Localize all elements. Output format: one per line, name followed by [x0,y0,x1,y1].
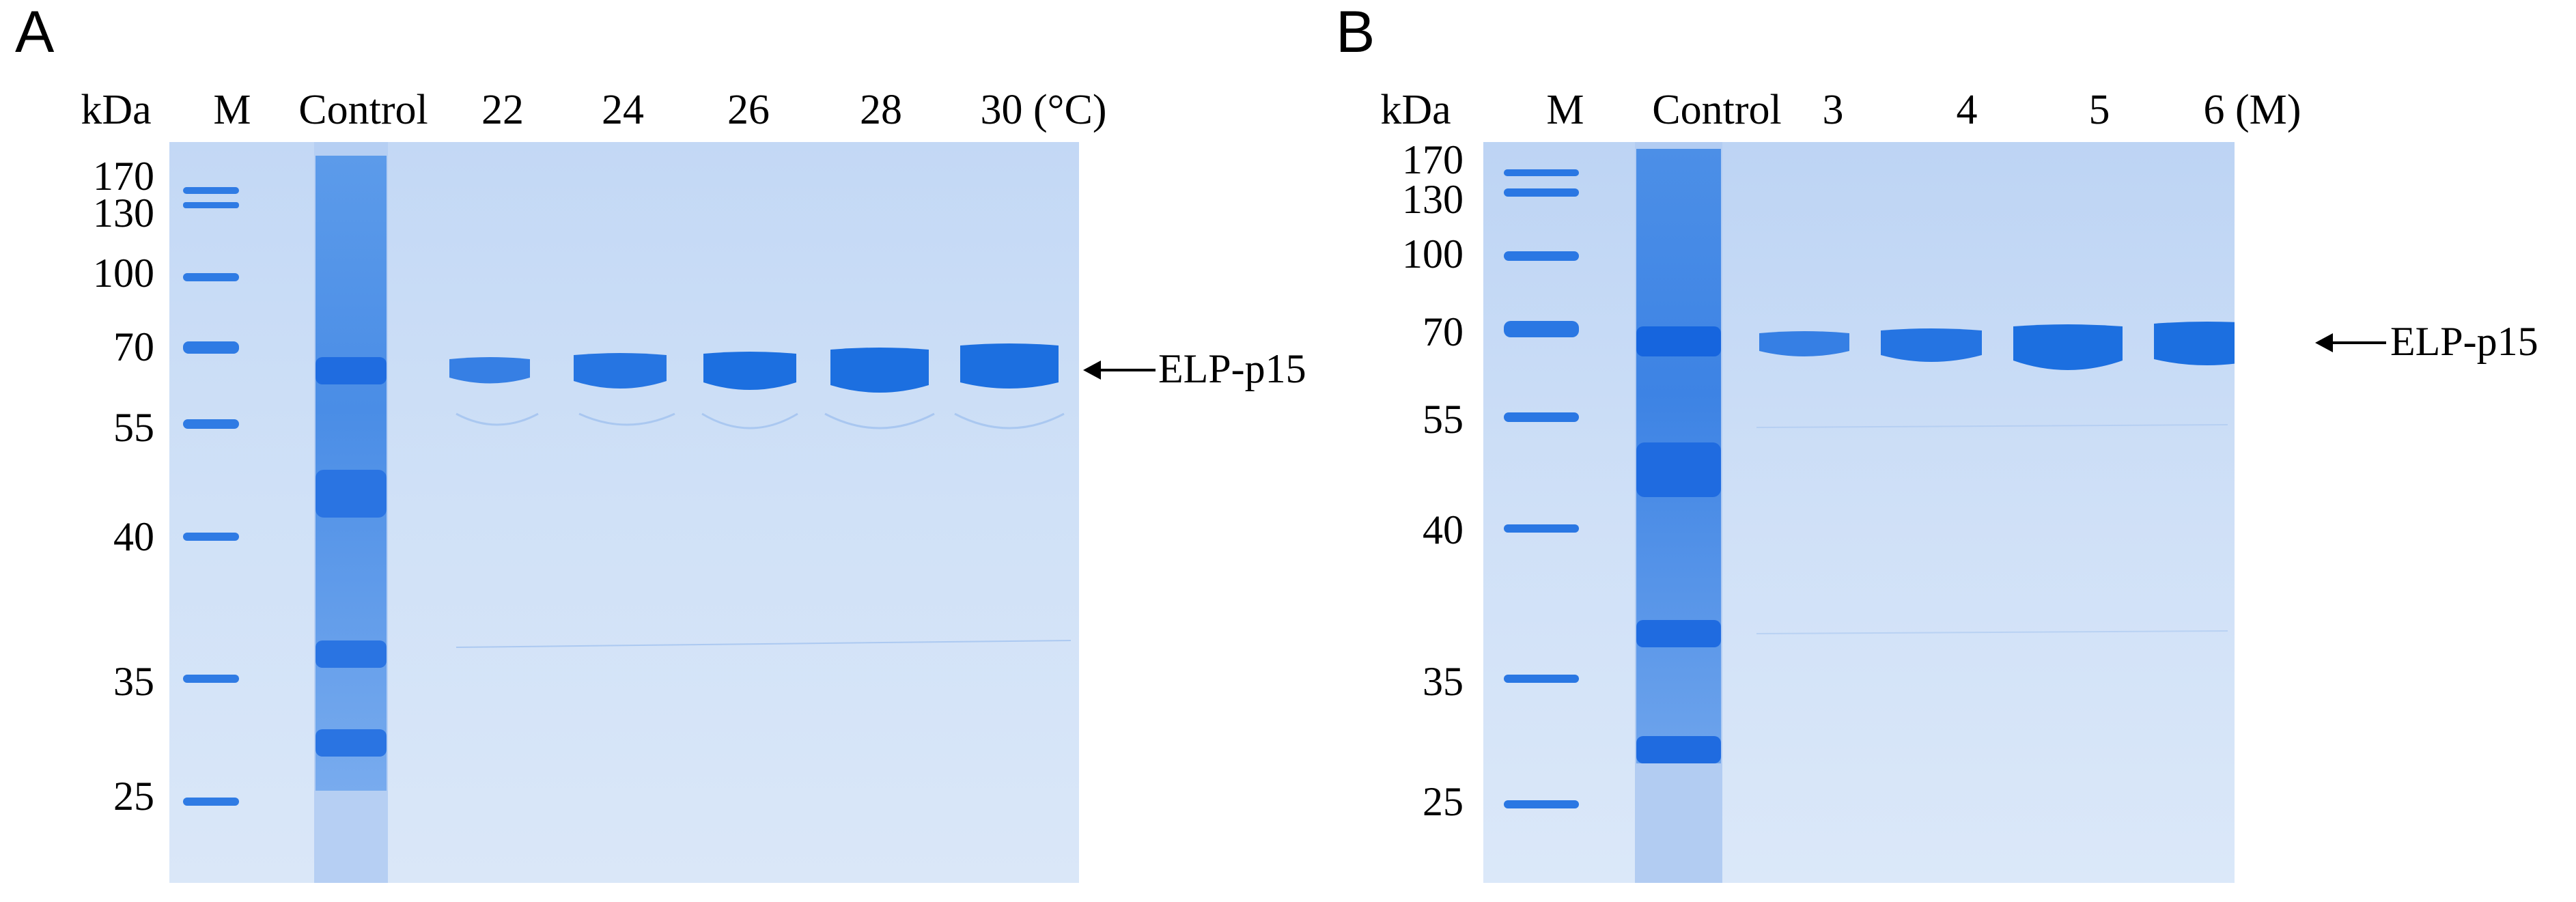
panel-b-marker-lane [1504,169,1579,808]
panel-b-lane-control: Control [1652,87,1782,133]
panel-b-lane-5: 5 [2088,87,2110,133]
panel-b-mw-100: 100 [1402,231,1464,277]
panel-a-kda-label: kDa [81,87,152,133]
panel-a-mw-70: 70 [113,324,154,369]
panel-b-arrow [2315,333,2386,352]
panel-b-lane-m: M [1546,87,1584,133]
panel-a-target-label: ELP-p15 [1158,346,1306,391]
panel-b-mw-130: 130 [1402,177,1464,222]
panel-b-lane-3: 3 [1822,87,1844,133]
panel-a-letter: A [15,0,55,65]
panel-b-control-lane [1635,142,1722,883]
panel-a-lane-24: 24 [602,87,644,133]
panel-b-lane-4: 4 [1956,87,1978,133]
panel-a-lane-m: M [213,87,251,133]
panel-a-target-bands [449,343,1059,393]
panel-b: B kDa M Control 3 4 5 6 (M) 170 130 100 … [1284,0,2576,902]
panel-b-mw-55: 55 [1423,397,1464,442]
panel-a-lane-30c: 30 (°C) [980,87,1107,133]
panel-b-mw-35: 35 [1423,659,1464,704]
panel-a-mw-170: 170 [93,154,154,199]
panel-b-faint-bands [1756,424,2228,634]
panel-a-marker-lane [183,187,239,806]
panel-a-arrow [1083,361,1156,380]
panel-a-mw-35: 35 [113,659,154,704]
panel-b-gel-image [1483,142,2235,883]
panel-b-target-bands [1759,322,2235,370]
panel-a-lane-26: 26 [727,87,770,133]
panel-b-target-label: ELP-p15 [2390,319,2538,364]
panel-a-gel-image [169,142,1079,883]
panel-b-lane-6m: 6 (M) [2203,87,2301,133]
panel-a-mw-25: 25 [113,774,154,819]
panel-a-mw-55: 55 [113,405,154,450]
panel-a-mw-130: 130 [93,191,154,236]
panel-a-mw-100: 100 [93,251,154,296]
panel-b-mw-170: 170 [1402,137,1464,182]
panel-a-lane-22: 22 [481,87,524,133]
panel-b-mw-40: 40 [1423,507,1464,552]
panel-a: A kDa M Control 22 24 26 28 30 (°C) 170 … [0,0,1306,902]
panel-b-gel [1483,142,2235,883]
panel-a-mw-40: 40 [113,514,154,559]
panel-a-control-lane [314,142,388,883]
panel-a-lane-control: Control [298,87,428,133]
panel-b-kda-label: kDa [1380,87,1451,133]
panel-a-lane-28: 28 [860,87,902,133]
panel-a-gel [169,142,1079,883]
panel-b-mw-25: 25 [1423,779,1464,824]
panel-b-mw-70: 70 [1423,309,1464,354]
panel-a-faint-bands [456,412,1072,648]
panel-b-letter: B [1336,0,1375,65]
